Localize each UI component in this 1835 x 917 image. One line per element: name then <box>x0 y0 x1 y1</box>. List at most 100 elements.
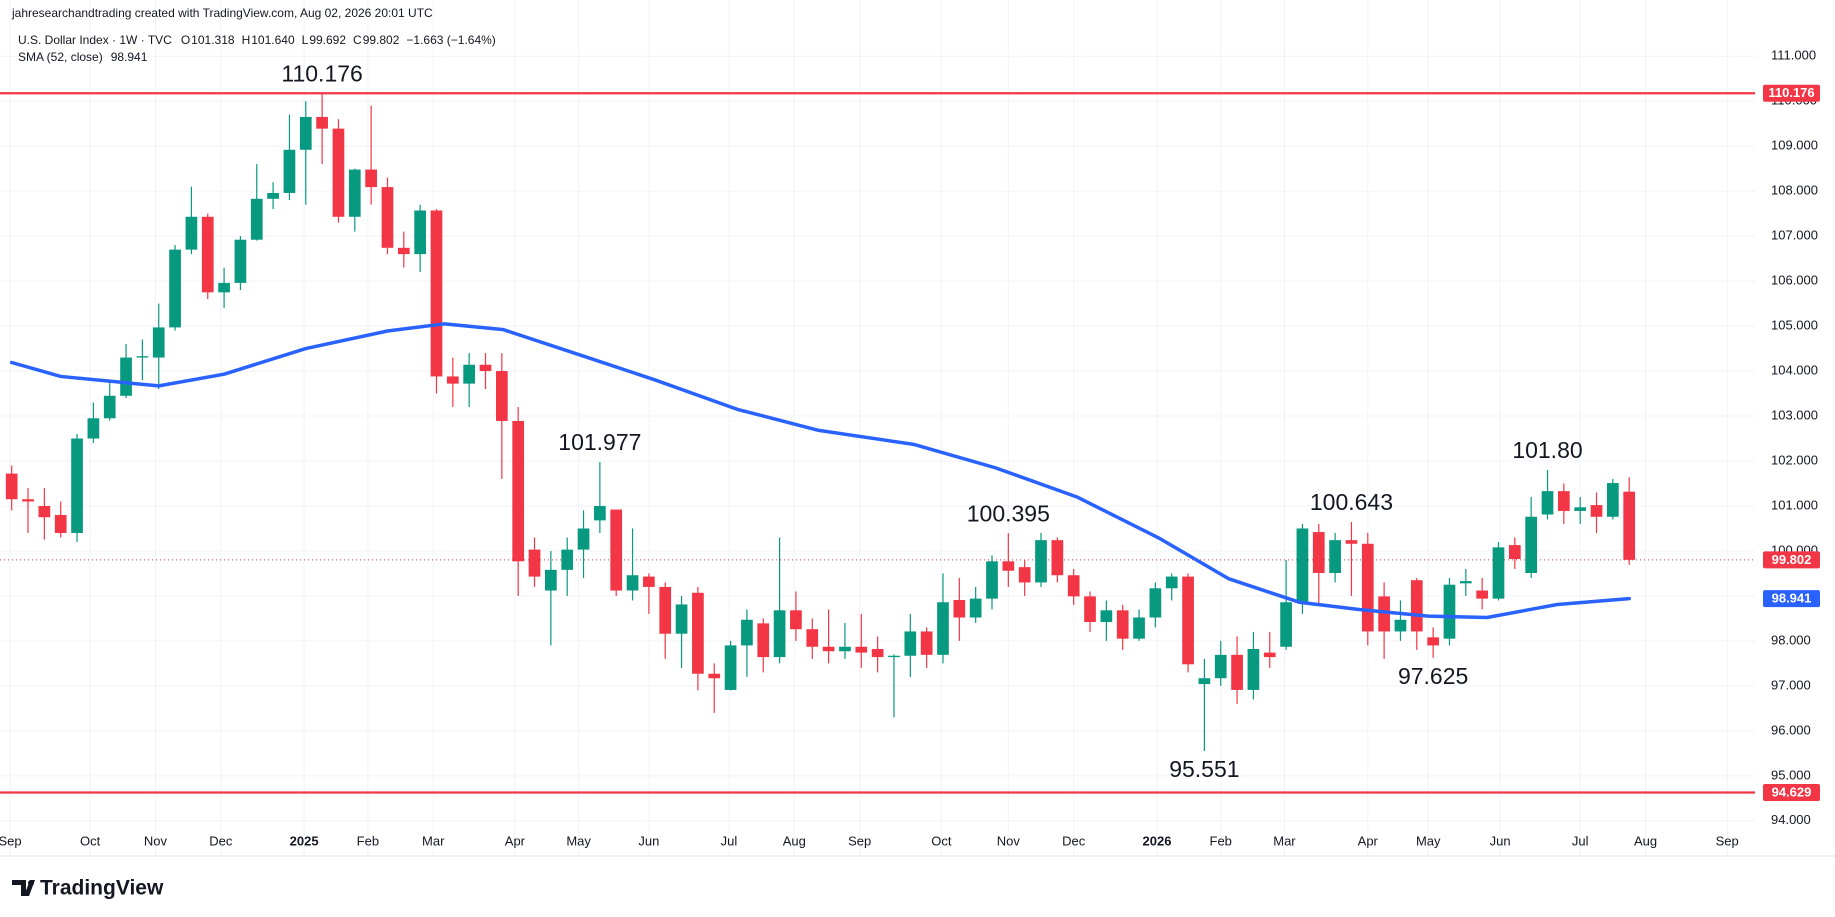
candle-body <box>1133 617 1145 639</box>
candle-body <box>1361 543 1374 632</box>
x-tick-label: Dec <box>1062 833 1086 848</box>
candle-body <box>1100 610 1113 623</box>
annotation: 100.395 <box>967 500 1050 526</box>
x-tick-label: Jul <box>721 833 738 848</box>
candle-body <box>365 169 377 188</box>
x-tick-label: Mar <box>422 833 445 848</box>
candle-body <box>495 371 508 421</box>
x-tick-label: Jul <box>1572 833 1589 848</box>
candle-body <box>1231 654 1243 690</box>
legend-key: C <box>353 33 362 47</box>
candle-body <box>920 631 933 655</box>
sma-tag: 98.941 <box>1772 591 1812 606</box>
candle-body <box>855 646 868 653</box>
y-tick-label: 108.000 <box>1771 183 1818 198</box>
y-tick-label: 101.000 <box>1771 497 1818 512</box>
candle-body <box>708 673 721 679</box>
candle-body <box>643 576 655 587</box>
candle-body <box>839 646 851 652</box>
brand-logo: TradingView <box>12 877 164 900</box>
x-tick-label: Feb <box>357 833 379 848</box>
annotation: 100.643 <box>1310 489 1393 515</box>
x-tick-label: Jun <box>638 833 659 848</box>
candle-body <box>1051 540 1064 576</box>
x-tick-label: May <box>1416 833 1441 848</box>
candle-body <box>234 239 247 283</box>
candle-body <box>103 395 116 419</box>
candle-body <box>1116 610 1129 639</box>
candle-body <box>22 499 34 502</box>
candle-body <box>1165 576 1178 589</box>
candle-body <box>953 599 966 618</box>
plot-area: Sep Oct Nov Dec 2025 Feb Mar Apr May Jun Jul Aug Sep… <box>0 92 1755 848</box>
candle-body <box>1280 602 1292 647</box>
credit: jahresearchandtrading created with Tradi… <box>11 6 433 20</box>
candle-body <box>1084 596 1096 623</box>
candle-body <box>397 247 410 255</box>
candle-body <box>1410 580 1423 632</box>
candle-body <box>888 655 900 658</box>
candle-body <box>299 116 312 150</box>
legend-change: −1.663 (−1.64%) <box>406 33 495 47</box>
candle-body <box>1623 491 1636 560</box>
y-tick-label: 98.000 <box>1771 632 1811 647</box>
candle-body <box>1557 491 1570 511</box>
y-tick-label: 103.000 <box>1771 407 1818 422</box>
candle-body <box>1067 575 1080 597</box>
candle-body <box>790 610 802 630</box>
x-tick-label: Oct <box>931 833 952 848</box>
candle-body <box>1149 588 1162 618</box>
brand: TradingView <box>40 877 164 900</box>
last-price-tag: 99.802 <box>1772 552 1812 567</box>
candle-body <box>1329 540 1341 573</box>
candle-body <box>1378 596 1390 632</box>
candle-body <box>479 364 492 372</box>
candle-body <box>692 592 704 674</box>
candle-body <box>152 327 165 358</box>
candle-body <box>773 610 786 658</box>
candle-body <box>87 418 100 439</box>
candle-body <box>1492 547 1505 599</box>
candle-body <box>1394 619 1407 632</box>
candle-body <box>169 249 181 328</box>
last-price-tag-bg <box>1763 551 1820 569</box>
x-tick-label: Dec <box>209 833 233 848</box>
y-tick-label: 109.000 <box>1771 138 1818 153</box>
candle-body <box>1198 678 1211 685</box>
candle-body <box>1525 516 1538 573</box>
price-tag-bg <box>1763 84 1820 102</box>
price-tag-bg <box>1763 784 1820 802</box>
sma-line <box>9 322 1631 620</box>
y-tick-label: 96.000 <box>1771 722 1811 737</box>
y-tick-label: 102.000 <box>1771 452 1818 467</box>
candle-body <box>316 116 328 129</box>
annotation: 101.80 <box>1512 437 1582 463</box>
candle-body <box>1590 505 1603 517</box>
candle-body <box>904 631 917 656</box>
legend-name: U.S. Dollar Index · 1W · TVC <box>18 33 172 47</box>
candle-body <box>1443 584 1456 639</box>
candle-body <box>986 561 998 599</box>
candle-body <box>1002 561 1015 571</box>
candle-body <box>1296 528 1309 603</box>
legend-key: H <box>242 33 251 47</box>
candle-body <box>528 549 541 577</box>
sma-legend-value: 98.941 <box>111 50 148 64</box>
candle-body <box>267 192 279 199</box>
legend-key: O <box>181 33 190 47</box>
candle-body <box>561 549 574 570</box>
x-tick-label: Sep <box>848 833 871 848</box>
x-tick-label: Mar <box>1273 833 1296 848</box>
candle-body <box>969 598 982 618</box>
candle-body <box>806 629 819 647</box>
legend-value: 99.692 <box>309 33 346 47</box>
candle-body <box>201 216 214 293</box>
candle-body <box>1247 648 1260 690</box>
x-tick-label: Sep <box>0 833 22 848</box>
x-tick-label: May <box>566 833 591 848</box>
candle-body <box>5 473 18 500</box>
overlay: 94.00095.00096.00097.00098.00099.000100.… <box>18 33 1820 827</box>
candle-body <box>594 505 606 521</box>
x-tick-label: Aug <box>783 833 806 848</box>
